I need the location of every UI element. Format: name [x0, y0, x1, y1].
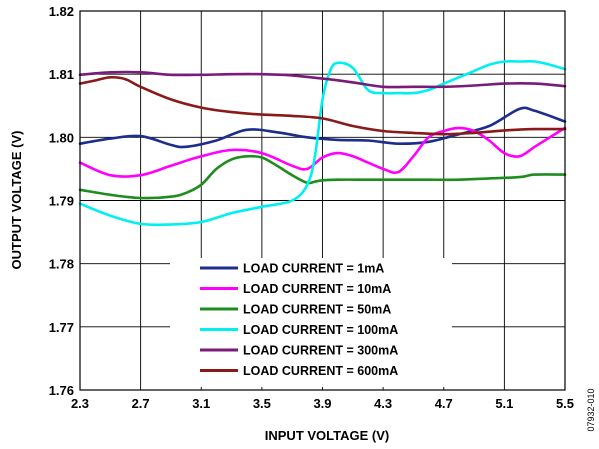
series-line-1	[78, 106, 567, 149]
tick-labels: 2.3 2.7 3.1 3.5 3.9 4.3 4.7 5.1 5.5 1.76 1.77 1.78 1…	[49, 4, 574, 411]
legend: LOAD CURRENT = 1mA LOAD CURRENT = 10mA LOA…	[170, 258, 452, 387]
x-tick-label: 2.3	[71, 396, 89, 411]
x-axis-title: INPUT VOLTAGE (V)	[265, 428, 389, 443]
legend-label: LOAD CURRENT = 300mA	[243, 344, 398, 358]
x-tick-label: 3.1	[192, 396, 210, 411]
series-line-6	[78, 75, 567, 136]
legend-label: LOAD CURRENT = 50mA	[243, 303, 391, 317]
legend-label: LOAD CURRENT = 1mA	[243, 262, 384, 276]
x-tick-label: 3.9	[313, 396, 331, 411]
legend-box	[170, 258, 452, 387]
y-tick-label: 1.82	[49, 4, 74, 19]
series-line-3	[78, 154, 567, 200]
y-tick-label: 1.76	[49, 383, 74, 398]
x-tick-label: 3.5	[253, 396, 271, 411]
series-line-2	[78, 126, 567, 178]
x-tick-label: 4.7	[435, 396, 453, 411]
y-tick-label: 1.81	[49, 67, 74, 82]
figure-id: 07932-010	[586, 388, 596, 431]
legend-label: LOAD CURRENT = 100mA	[243, 323, 398, 337]
legend-label: LOAD CURRENT = 10mA	[243, 282, 391, 296]
y-tick-label: 1.80	[49, 130, 74, 145]
x-tick-label: 5.1	[495, 396, 513, 411]
y-axis-title: OUTPUT VOLTAGE (V)	[9, 131, 24, 270]
y-tick-label: 1.77	[49, 320, 74, 335]
plot-frame	[79, 10, 566, 391]
x-tick-label: 5.5	[556, 396, 574, 411]
x-tick-label: 4.3	[374, 396, 392, 411]
y-tick-label: 1.79	[49, 194, 74, 209]
legend-label: LOAD CURRENT = 600mA	[243, 364, 398, 378]
series-line-5	[78, 70, 567, 89]
x-tick-label: 2.7	[132, 396, 150, 411]
y-tick-label: 1.78	[49, 257, 74, 272]
series-line-4	[78, 59, 567, 227]
series-lines	[78, 59, 567, 227]
